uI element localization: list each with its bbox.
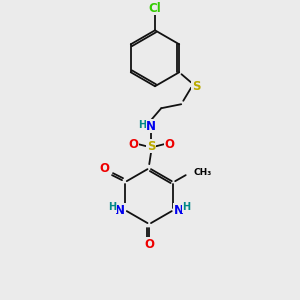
- Text: O: O: [128, 138, 138, 151]
- Text: H: H: [108, 202, 116, 212]
- Text: S: S: [192, 80, 200, 93]
- Text: N: N: [173, 204, 184, 217]
- Text: O: O: [144, 238, 154, 250]
- Text: CH₃: CH₃: [194, 168, 212, 177]
- Text: N: N: [115, 204, 125, 217]
- Text: O: O: [99, 162, 109, 175]
- Text: H: H: [138, 120, 146, 130]
- Text: N: N: [146, 120, 156, 133]
- Text: O: O: [164, 138, 174, 151]
- Text: H: H: [182, 202, 190, 212]
- Text: S: S: [147, 140, 155, 153]
- Text: Cl: Cl: [148, 2, 161, 15]
